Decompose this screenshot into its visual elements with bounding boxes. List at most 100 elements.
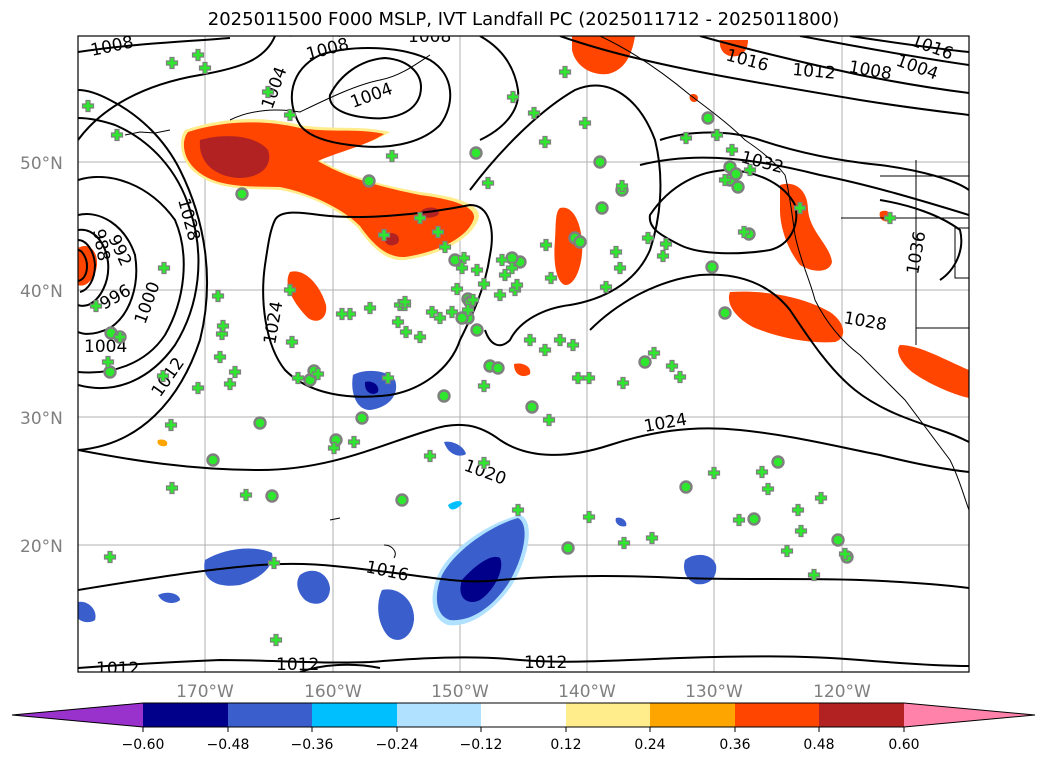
landfall-cross-marker [566,338,580,352]
landfall-cross-marker [527,106,541,120]
landfall-cross-marker [110,128,124,142]
landfall-cross-marker [165,481,179,495]
landfall-cross-marker [582,510,596,524]
colorbar-segment [735,703,819,727]
landfall-cross-marker [283,108,297,122]
landfall-cross-marker [523,333,537,347]
landfall-circle-marker [235,187,249,201]
ivt-positive-areas [78,36,969,447]
colorbar-segment [228,703,312,727]
map-title: 2025011500 F000 MSLP, IVT Landfall PC (2… [207,9,840,30]
landfall-cross-marker [814,491,828,505]
landfall-cross-marker [616,376,630,390]
landfall-cross-marker [470,263,484,277]
landfall-circle-marker [718,306,732,320]
landfall-cross-marker [425,305,439,319]
landfall-cross-marker [613,261,627,275]
lat-label: 50°N [20,154,63,174]
landfall-cross-marker [438,240,452,254]
landfall-circle-marker [525,400,539,414]
lat-label: 20°N [20,537,63,557]
colorbar-segment [312,703,397,727]
landfall-cross-marker [647,346,661,360]
landfall-cross-marker [615,179,629,193]
landfall-circle-marker [265,489,279,503]
isobars [78,36,969,672]
landfall-cross-marker [81,99,95,113]
landfall-markers [81,48,897,647]
landfall-cross-marker [363,301,377,315]
landfall-cross-marker [455,261,469,275]
landfall-cross-marker [423,449,437,463]
landfall-cross-marker [327,441,341,455]
colorbar-segment [650,703,735,727]
landfall-cross-marker [506,90,520,104]
landfall-cross-marker [461,303,475,317]
colorbar-segment [143,703,228,727]
landfall-cross-marker [198,61,212,75]
landfall-circle-marker [638,355,652,369]
landfall-cross-marker [191,381,205,395]
landfall-cross-marker [335,307,349,321]
landfall-cross-marker [239,488,253,502]
landfall-cross-marker [707,466,721,480]
landfall-circle-marker [595,201,609,215]
landfall-cross-marker [793,201,807,215]
colorbar-segment [819,703,904,727]
longitude-labels: 170°W 160°W 150°W 140°W 130°W 120°W [176,682,871,702]
contour-label: 1008 [408,27,451,47]
landfall-circle-marker [701,111,715,125]
colorbar-label: −0.48 [207,737,250,753]
landfall-cross-marker [157,261,171,275]
ivt-negative-areas [78,370,717,640]
colorbar-segment [481,703,566,727]
landfall-circle-marker [206,453,220,467]
landfall-cross-marker [385,149,399,163]
landfall-cross-marker [165,56,179,70]
landfall-cross-marker [399,325,413,339]
landfall-cross-marker [755,465,769,479]
contour-label: 1012 [792,60,837,84]
landfall-cross-marker [743,163,757,177]
landfall-cross-marker [398,295,412,309]
landfall-circle-marker [831,533,845,547]
landfall-circle-marker [729,167,743,181]
landfall-cross-marker [511,503,525,517]
landfall-cross-marker [510,278,524,292]
landfall-cross-marker [807,568,821,582]
landfall-cross-marker [761,482,775,496]
map-frame [77,35,970,673]
colorbar-label: −0.60 [122,737,165,753]
lon-label: 160°W [304,682,362,702]
landfall-cross-marker [101,355,115,369]
colorbar-label: 0.36 [719,737,750,753]
landfall-circle-marker [362,174,376,188]
landfall-circle-marker [505,251,519,265]
colorbar-segment [397,703,481,727]
landfall-cross-marker [659,237,673,251]
landfall-cross-marker [609,245,623,259]
landfall-cross-marker [617,536,631,550]
colorbar-label: −0.24 [376,737,419,753]
colorbar-segment [566,703,650,727]
landfall-circle-marker [593,155,607,169]
contour-label: 1012 [276,655,319,675]
landfall-circle-marker [395,493,409,507]
lon-label: 170°W [176,682,234,702]
lon-label: 130°W [685,682,743,702]
landfall-cross-marker [718,173,732,187]
landfall-cross-marker [495,253,509,267]
landfall-cross-marker [103,550,117,564]
colorbar-label: 0.24 [634,737,665,753]
landfall-cross-marker [267,556,281,570]
landfall-circle-marker [103,365,117,379]
landfall-cross-marker [391,315,405,329]
landfall-cross-marker [538,135,552,149]
landfall-circle-marker [491,361,505,375]
landfall-cross-marker [466,293,480,307]
landfall-circle-marker [355,411,369,425]
landfall-cross-marker [599,280,613,294]
landfall-cross-marker [665,359,679,373]
landfall-cross-marker [413,211,427,225]
